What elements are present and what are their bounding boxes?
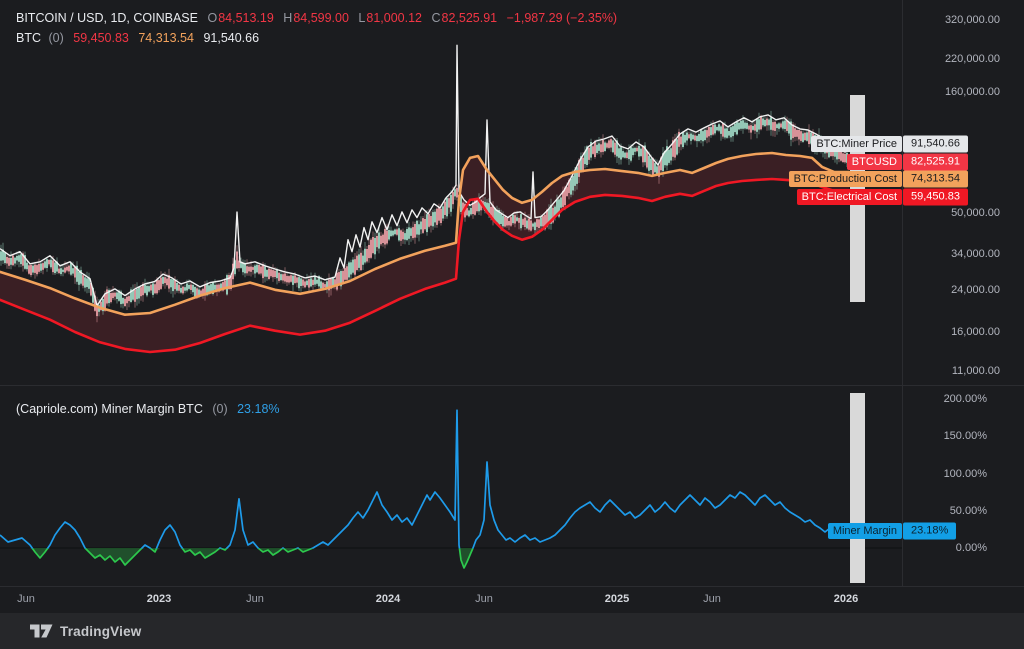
time-axis-tick[interactable]: Jun xyxy=(17,593,35,605)
miner-margin-param: (0) xyxy=(212,402,228,416)
time-axis-tick[interactable]: 2026 xyxy=(833,593,859,605)
time-axis-tick[interactable]: 2024 xyxy=(375,593,401,605)
miner-margin-legend[interactable]: (Capriole.com) Miner Margin BTC (0) 23.1… xyxy=(16,402,286,416)
price-axis-tick[interactable]: 160,000.00 xyxy=(944,86,1000,98)
miner-margin-line-positive xyxy=(0,409,850,549)
open-label: O xyxy=(207,11,218,25)
pane-separator[interactable] xyxy=(0,385,1024,386)
price-axis-separator xyxy=(902,0,903,586)
indicator-legend[interactable]: BTC (0) 59,450.83 74,313.54 91,540.66 xyxy=(16,31,265,45)
indicator-param: (0) xyxy=(48,31,64,45)
change-value: −1,987.29 (−2.35%) xyxy=(506,11,618,25)
percent-axis-tick[interactable]: 50.00% xyxy=(949,505,987,517)
series-name-label: BTC:Electrical Cost xyxy=(796,189,902,205)
percent-axis-tick[interactable]: 150.00% xyxy=(943,430,987,442)
time-axis-tick[interactable]: 2023 xyxy=(146,593,172,605)
price-axis-tick[interactable]: 320,000.00 xyxy=(944,14,1000,26)
percent-axis-tick[interactable]: 0.00% xyxy=(955,542,987,554)
percent-axis-tick[interactable]: 100.00% xyxy=(943,468,987,480)
price-axis-tick[interactable]: 34,000.00 xyxy=(951,248,1000,260)
series-name-label: BTCUSD xyxy=(846,154,902,170)
close-label: C xyxy=(431,11,441,25)
price-axis-tick[interactable]: 50,000.00 xyxy=(951,207,1000,219)
electrical-cost-value: 59,450.83 xyxy=(73,31,129,45)
time-axis-tick[interactable]: Jun xyxy=(475,593,493,605)
high-label: H xyxy=(283,11,293,25)
time-axis-tick[interactable]: Jun xyxy=(246,593,264,605)
price-axis-tick[interactable]: 220,000.00 xyxy=(944,53,1000,65)
production-cost-line xyxy=(0,151,851,316)
time-axis-tick[interactable]: Jun xyxy=(703,593,721,605)
tradingview-logo-icon[interactable] xyxy=(30,623,53,639)
price-axis-tick[interactable]: 24,000.00 xyxy=(951,284,1000,296)
miner-price-value: 91,540.66 xyxy=(203,31,260,45)
tradingview-brand-text[interactable]: TradingView xyxy=(60,623,142,639)
series-price-label: 91,540.66 xyxy=(903,135,968,153)
symbol-legend[interactable]: BITCOIN / USD, 1D, COINBASE O84,513.19 H… xyxy=(16,11,623,25)
low-value: 81,000.12 xyxy=(366,11,422,25)
electrical-cost-line xyxy=(0,177,851,354)
miner-price-line xyxy=(0,44,850,307)
future-range-highlight[interactable] xyxy=(850,393,865,583)
high-value: 84,599.00 xyxy=(293,11,349,25)
miner-margin-line-negative xyxy=(31,548,474,569)
miner-margin-name-label: Miner Margin xyxy=(827,523,902,539)
price-axis-tick[interactable]: 11,000.00 xyxy=(951,365,1000,377)
series-price-label: 59,450.83 xyxy=(903,188,968,206)
series-price-label: 74,313.54 xyxy=(903,170,968,188)
price-axis-tick[interactable]: 16,000.00 xyxy=(951,326,1000,338)
series-name-label: BTC:Production Cost xyxy=(788,171,902,187)
time-axis-separator xyxy=(0,586,1024,587)
price-pane[interactable] xyxy=(0,44,851,354)
series-price-label: 82,525.91 xyxy=(903,153,968,171)
btcusd-candles xyxy=(0,110,848,323)
time-axis-tick[interactable]: 2025 xyxy=(604,593,630,605)
chart-canvas[interactable] xyxy=(0,0,1024,586)
series-name-label: BTC:Miner Price xyxy=(811,136,902,152)
miner-margin-name: (Capriole.com) Miner Margin BTC xyxy=(16,402,203,416)
percent-axis-tick[interactable]: 200.00% xyxy=(943,393,987,405)
production-cost-value: 74,313.54 xyxy=(138,31,194,45)
close-value: 82,525.91 xyxy=(441,11,498,25)
symbol-title: BITCOIN / USD, 1D, COINBASE xyxy=(16,11,198,25)
margin-pane[interactable] xyxy=(0,409,902,569)
negative-margin-fill xyxy=(0,548,849,568)
indicator-name: BTC xyxy=(16,31,41,45)
cost-band-fill xyxy=(0,153,849,352)
miner-margin-value: 23.18% xyxy=(237,402,280,416)
footer-bar: TradingView xyxy=(0,613,1024,649)
open-value: 84,513.19 xyxy=(218,11,274,25)
low-label: L xyxy=(358,11,366,25)
miner-margin-value-label: 23.18% xyxy=(903,522,957,540)
